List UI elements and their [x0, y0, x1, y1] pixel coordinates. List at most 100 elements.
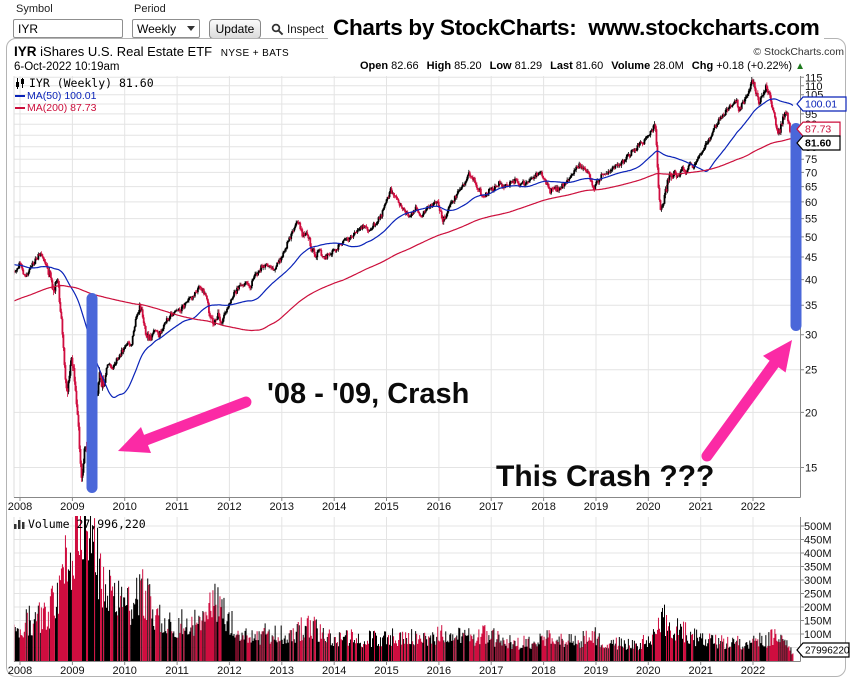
svg-text:2022: 2022 [741, 665, 765, 677]
legend-symbol: IYR (Weekly) 81.60 [15, 76, 154, 90]
svg-text:2011: 2011 [165, 665, 189, 677]
svg-text:2018: 2018 [531, 665, 555, 677]
quote-low: Low 81.29 [489, 60, 543, 72]
axis-labels: 1520253035404550556065707580859095100105… [8, 72, 832, 677]
svg-text:55: 55 [805, 214, 817, 226]
svg-text:110: 110 [805, 81, 823, 93]
svg-text:2017: 2017 [479, 665, 503, 677]
this-crash-annotation-text: This Crash ??? [496, 460, 715, 493]
svg-text:2021: 2021 [688, 665, 712, 677]
svg-text:2015: 2015 [374, 665, 398, 677]
svg-text:2008: 2008 [8, 501, 32, 513]
gridlines [14, 76, 800, 661]
volume-header: Volume 27,996,220 [14, 517, 146, 531]
svg-text:2009: 2009 [60, 665, 84, 677]
legend-symbol-label: IYR (Weekly) 81.60 [29, 76, 154, 90]
svg-text:2019: 2019 [584, 665, 608, 677]
svg-text:100.01: 100.01 [805, 99, 837, 111]
quote-last: Last 81.60 [550, 60, 604, 72]
svg-text:60: 60 [805, 197, 817, 209]
svg-text:150M: 150M [804, 616, 832, 628]
symbol-input[interactable] [13, 19, 123, 38]
period-select-value: Weekly [137, 21, 177, 36]
svg-text:87.73: 87.73 [805, 124, 831, 136]
svg-text:45: 45 [805, 252, 817, 264]
svg-text:300M: 300M [804, 575, 832, 587]
arrow-right-head [763, 340, 792, 373]
svg-text:400M: 400M [804, 548, 832, 560]
svg-text:2008: 2008 [8, 665, 32, 677]
svg-text:2013: 2013 [270, 665, 294, 677]
candlestick-icon [16, 77, 24, 89]
symbol-label: Symbol [16, 3, 53, 15]
svg-text:65: 65 [805, 182, 817, 194]
fund-name: iShares U.S. Real Estate ETF [40, 44, 213, 59]
svg-text:25: 25 [805, 365, 817, 377]
axis-callouts: 100.01 87.73 81.60 27996220 [796, 96, 850, 658]
crash-2022-highlight-bar [790, 123, 802, 331]
svg-text:500M: 500M [804, 521, 832, 533]
chevron-down-icon [187, 26, 195, 31]
legend-ma200: MA(200) 87.73 [15, 102, 96, 114]
svg-text:2014: 2014 [322, 501, 346, 513]
datetime: 6-Oct-2022 10:19am [14, 61, 120, 73]
svg-text:2019: 2019 [584, 501, 608, 513]
svg-text:75: 75 [805, 154, 817, 166]
svg-text:200M: 200M [804, 602, 832, 614]
ticker-row: IYR iShares U.S. Real Estate ETF NYSE + … [14, 44, 289, 59]
ma200-line [14, 137, 794, 332]
svg-text:2012: 2012 [217, 665, 241, 677]
svg-text:81.60: 81.60 [805, 138, 831, 150]
legend-ma50-label: MA(50) 100.01 [27, 90, 97, 102]
svg-text:2016: 2016 [427, 501, 451, 513]
drawn-annotations [86, 123, 802, 493]
volume-header-label: Volume 27,996,220 [28, 517, 146, 531]
inspect-label: Inspect [287, 23, 325, 36]
svg-text:2010: 2010 [112, 665, 136, 677]
legend-ma200-label: MA(200) 87.73 [27, 102, 97, 114]
crash-2008-highlight-bar [86, 293, 98, 493]
svg-text:2011: 2011 [165, 501, 189, 513]
volume-bars [14, 516, 794, 661]
ma50-line [14, 98, 794, 398]
svg-text:15: 15 [805, 463, 817, 475]
svg-text:2022: 2022 [741, 501, 765, 513]
quote-row: Open 82.66 High 85.20 Low 81.29 Last 81.60 V… [360, 60, 805, 72]
candles [14, 77, 795, 482]
svg-text:2010: 2010 [112, 501, 136, 513]
exchange: NYSE + BATS [220, 48, 290, 59]
svg-text:2013: 2013 [270, 501, 294, 513]
svg-text:20: 20 [805, 407, 817, 419]
svg-text:2015: 2015 [374, 501, 398, 513]
up-arrow-icon: ▲ [795, 61, 805, 72]
page-title: Charts by StockCharts: www.stockcharts.c… [328, 15, 825, 43]
ma200-dash-icon [15, 106, 25, 110]
crash-annotation-text: '08 - '09, Crash [267, 378, 470, 410]
quote-chg: Chg +0.18 (+0.22%) ▲ [691, 60, 805, 72]
svg-text:450M: 450M [804, 535, 832, 547]
svg-text:50: 50 [805, 232, 817, 244]
svg-text:2017: 2017 [479, 501, 503, 513]
svg-text:27996220: 27996220 [805, 646, 850, 657]
legend-ma50: MA(50) 100.01 [15, 90, 96, 102]
axes [13, 76, 804, 665]
svg-text:115: 115 [805, 72, 823, 84]
copyright: © StockCharts.com [753, 46, 844, 58]
svg-text:2020: 2020 [636, 501, 660, 513]
svg-text:2018: 2018 [531, 501, 555, 513]
arrow-right-shaft [701, 358, 780, 462]
period-select[interactable]: Weekly [132, 19, 200, 38]
svg-text:100M: 100M [804, 629, 832, 641]
svg-text:250M: 250M [804, 589, 832, 601]
svg-text:30: 30 [805, 330, 817, 342]
svg-text:2014: 2014 [322, 665, 346, 677]
arrow-left-head [118, 427, 151, 453]
quote-open: Open 82.66 [359, 60, 419, 72]
svg-text:2016: 2016 [427, 665, 451, 677]
inspect-button[interactable]: Inspect [271, 23, 324, 36]
update-button[interactable]: Update [209, 19, 261, 39]
ticker: IYR [14, 44, 37, 59]
moving-averages [14, 98, 794, 398]
svg-text:95: 95 [805, 109, 817, 121]
